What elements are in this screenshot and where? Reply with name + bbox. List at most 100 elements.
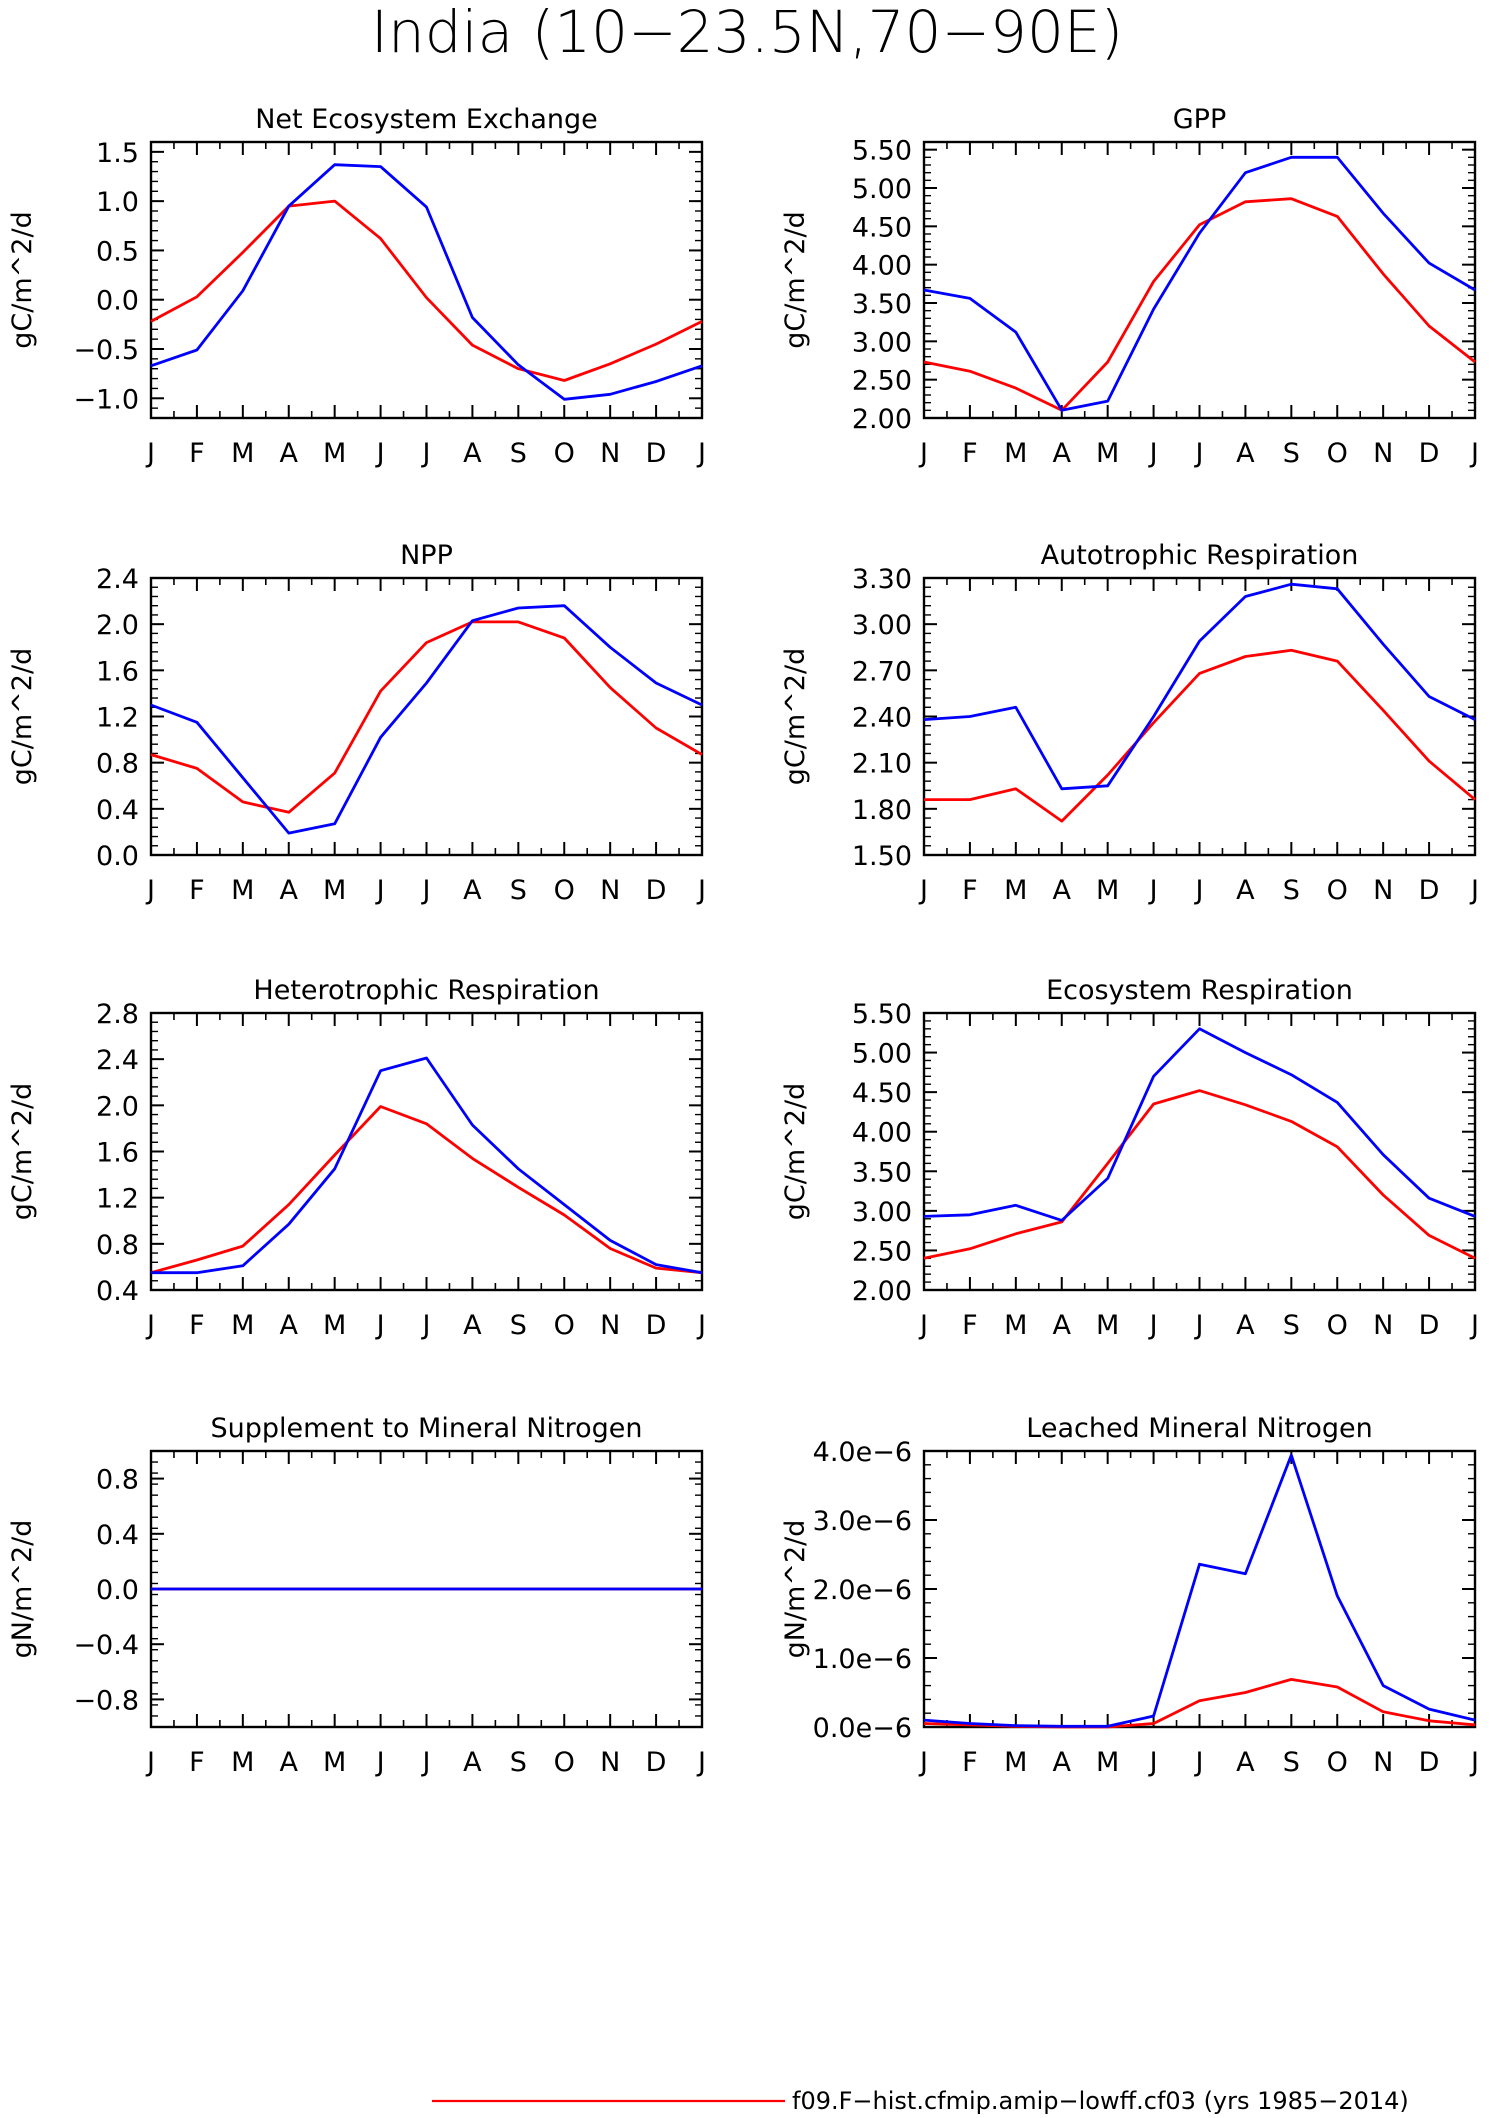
x-tick-label: O (554, 438, 575, 469)
y-tick-label: 2.8 (96, 999, 139, 1030)
plot-frame (149, 140, 704, 420)
series-line-model-b (923, 582, 1476, 791)
x-tick-label: M (1096, 875, 1119, 906)
x-tick-label: D (646, 1310, 667, 1341)
plot-frame (922, 1011, 1477, 1292)
y-axis-label: gC/m^2/d (7, 211, 38, 348)
y-axis-label: gC/m^2/d (780, 211, 811, 348)
x-tick-label: J (1469, 438, 1479, 469)
x-tick-label: M (323, 1747, 346, 1778)
x-tick-label: D (646, 1747, 667, 1778)
panel-title: Net Ecosystem Exchange (255, 104, 598, 135)
series-line-model-a (923, 197, 1476, 412)
y-tick-label: 1.0e−6 (813, 1644, 912, 1675)
y-tick-label: 2.40 (852, 703, 912, 734)
x-tick-label: N (600, 1747, 620, 1778)
y-tick-label: 0.4 (96, 1276, 139, 1307)
x-tick-label: A (280, 438, 299, 469)
y-tick-label: 0.0 (96, 1575, 139, 1606)
x-tick-label: A (463, 438, 482, 469)
panel-title: GPP (1173, 104, 1227, 135)
x-tick-label: A (1053, 438, 1072, 469)
plot-frame (922, 1449, 1477, 1729)
x-tick-label: O (1327, 1747, 1348, 1778)
x-tick-label: N (1373, 1310, 1393, 1341)
x-tick-label: A (1053, 1310, 1072, 1341)
y-axis-label: gC/m^2/d (7, 1083, 38, 1220)
y-tick-label: 3.00 (852, 327, 912, 358)
x-tick-label: J (918, 1310, 928, 1341)
x-tick-label: M (231, 875, 254, 906)
x-tick-label: O (554, 1310, 575, 1341)
y-tick-label: 2.10 (852, 749, 912, 780)
x-tick-label: J (1148, 875, 1158, 906)
x-tick-label: A (280, 1310, 299, 1341)
y-tick-label: 2.0e−6 (813, 1575, 912, 1606)
x-tick-label: N (1373, 875, 1393, 906)
y-tick-label: 2.0 (96, 1091, 139, 1122)
y-tick-label: 0.0 (96, 286, 139, 317)
x-tick-label: M (323, 438, 346, 469)
x-tick-label: A (463, 1747, 482, 1778)
y-tick-label: 1.6 (96, 656, 139, 687)
x-tick-label: M (231, 1310, 254, 1341)
x-tick-label: D (646, 438, 667, 469)
x-tick-label: D (1419, 438, 1440, 469)
x-tick-label: J (145, 875, 155, 906)
series-line-model-a (150, 620, 703, 814)
x-tick-label: D (1419, 875, 1440, 906)
y-tick-label: 0.0 (96, 841, 139, 872)
x-tick-label: A (280, 875, 299, 906)
x-tick-label: J (375, 875, 385, 906)
legend: f09.F−hist.cfmip.amip−lowff.cf03 (yrs 19… (432, 2087, 1409, 2115)
y-tick-label: 2.4 (96, 1045, 139, 1076)
x-tick-label: J (1469, 1747, 1479, 1778)
x-tick-label: N (600, 875, 620, 906)
x-tick-label: J (918, 875, 928, 906)
x-tick-label: S (510, 875, 527, 906)
x-tick-label: J (1194, 875, 1204, 906)
y-axis-label: gN/m^2/d (7, 1520, 38, 1659)
plot-frame (922, 576, 1477, 857)
x-tick-label: F (962, 438, 978, 469)
series-line-model-b (150, 163, 703, 401)
y-axis-label: gC/m^2/d (7, 648, 38, 785)
x-tick-label: S (1283, 1747, 1300, 1778)
panel-7: Supplement to Mineral Nitrogen gN/m^2/d J F… (7, 1413, 706, 1778)
x-tick-label: M (1004, 875, 1027, 906)
y-tick-label: −0.8 (73, 1685, 139, 1716)
y-tick-label: 3.00 (852, 1197, 912, 1228)
y-tick-label: 0.8 (96, 1465, 139, 1496)
x-tick-label: M (1004, 1747, 1027, 1778)
y-tick-label: 4.00 (852, 1118, 912, 1149)
x-tick-label: J (421, 875, 431, 906)
x-tick-label: F (189, 1310, 205, 1341)
x-tick-label: F (962, 1310, 978, 1341)
y-tick-label: 0.5 (96, 236, 139, 267)
x-tick-label: J (696, 1747, 706, 1778)
series-line-model-a (150, 1105, 703, 1275)
figure-title: India (10−23.5N,70−90E) (371, 0, 1123, 66)
x-tick-label: N (600, 438, 620, 469)
x-tick-label: J (1469, 1310, 1479, 1341)
y-tick-label: 1.6 (96, 1138, 139, 1169)
y-tick-label: 1.80 (852, 795, 912, 826)
x-tick-label: M (1096, 438, 1119, 469)
x-tick-label: D (1419, 1747, 1440, 1778)
x-tick-label: J (1148, 1310, 1158, 1341)
y-tick-label: 5.50 (852, 136, 912, 167)
y-axis-label: gC/m^2/d (780, 1083, 811, 1220)
panel-title: Autotrophic Respiration (1041, 540, 1359, 571)
y-tick-label: 0.4 (96, 1520, 139, 1551)
x-tick-label: J (145, 1310, 155, 1341)
y-tick-label: 2.0 (96, 610, 139, 641)
x-tick-label: A (1236, 1310, 1255, 1341)
y-tick-label: 3.0e−6 (813, 1506, 912, 1537)
y-tick-label: 5.50 (852, 999, 912, 1030)
x-tick-label: J (421, 1310, 431, 1341)
x-tick-label: M (231, 1747, 254, 1778)
legend-label: f09.F−hist.cfmip.amip−lowff.cf03 (yrs 19… (792, 2087, 1409, 2115)
